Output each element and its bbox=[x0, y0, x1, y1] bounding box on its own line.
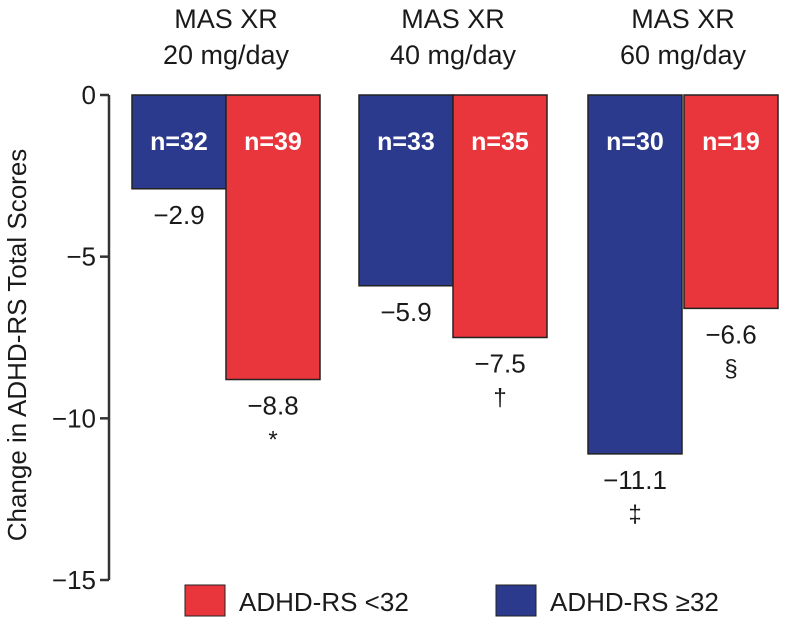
bar-value-label: −6.6 bbox=[705, 319, 756, 349]
significance-marker: † bbox=[493, 385, 506, 412]
legend-label-blue: ADHD-RS ≥32 bbox=[550, 587, 719, 617]
legend: ADHD-RS <32 ADHD-RS ≥32 bbox=[184, 584, 719, 617]
bar bbox=[587, 94, 683, 455]
bar bbox=[683, 94, 779, 310]
y-ticks: 0 −5 −10 −15 bbox=[52, 80, 109, 595]
significance-marker: ‡ bbox=[628, 501, 641, 528]
bar bbox=[225, 94, 321, 381]
bar-value-label: −11.1 bbox=[603, 465, 667, 495]
bar-value-label: −8.8 bbox=[247, 391, 298, 421]
y-tick-label: −10 bbox=[52, 403, 96, 433]
group-label-line1: MAS XR bbox=[174, 4, 278, 34]
bar-n-label: n=35 bbox=[471, 128, 529, 156]
bars: n=32 −2.9 n=33 −5.9 n=30 −11.1 ‡ n=39 −8.8 * n=35 −… bbox=[131, 94, 779, 528]
bar-n-label: n=39 bbox=[244, 128, 302, 156]
bar-n-label: n=30 bbox=[606, 128, 664, 156]
y-tick-label: −15 bbox=[52, 565, 96, 595]
bar-n-label: n=19 bbox=[702, 128, 760, 156]
bar bbox=[452, 94, 548, 339]
bar-n-label: n=32 bbox=[150, 128, 208, 156]
group-labels: MAS XR 20 mg/day MAS XR 40 mg/day MAS XR 60 m… bbox=[163, 4, 747, 70]
legend-swatch-red bbox=[184, 584, 226, 617]
significance-marker: § bbox=[724, 355, 737, 382]
group-label-line2: 60 mg/day bbox=[620, 40, 747, 70]
bar bbox=[131, 94, 227, 190]
bar-value-label: −2.9 bbox=[153, 200, 204, 230]
y-tick-label: −5 bbox=[66, 242, 96, 272]
bar-value-label: −7.5 bbox=[474, 349, 525, 379]
bar bbox=[358, 94, 454, 287]
y-axis-label: Change in ADHD-RS Total Scores bbox=[2, 149, 32, 542]
group-label-line2: 20 mg/day bbox=[163, 40, 290, 70]
group-label-line1: MAS XR bbox=[631, 4, 735, 34]
legend-label-red: ADHD-RS <32 bbox=[239, 587, 409, 617]
group-label-line2: 40 mg/day bbox=[390, 40, 517, 70]
bar-n-label: n=33 bbox=[377, 128, 435, 156]
y-tick-label: 0 bbox=[82, 80, 96, 110]
significance-marker: * bbox=[268, 427, 277, 454]
group-label-line1: MAS XR bbox=[401, 4, 505, 34]
bar-value-label: −5.9 bbox=[380, 297, 431, 327]
legend-swatch-blue bbox=[495, 584, 537, 617]
